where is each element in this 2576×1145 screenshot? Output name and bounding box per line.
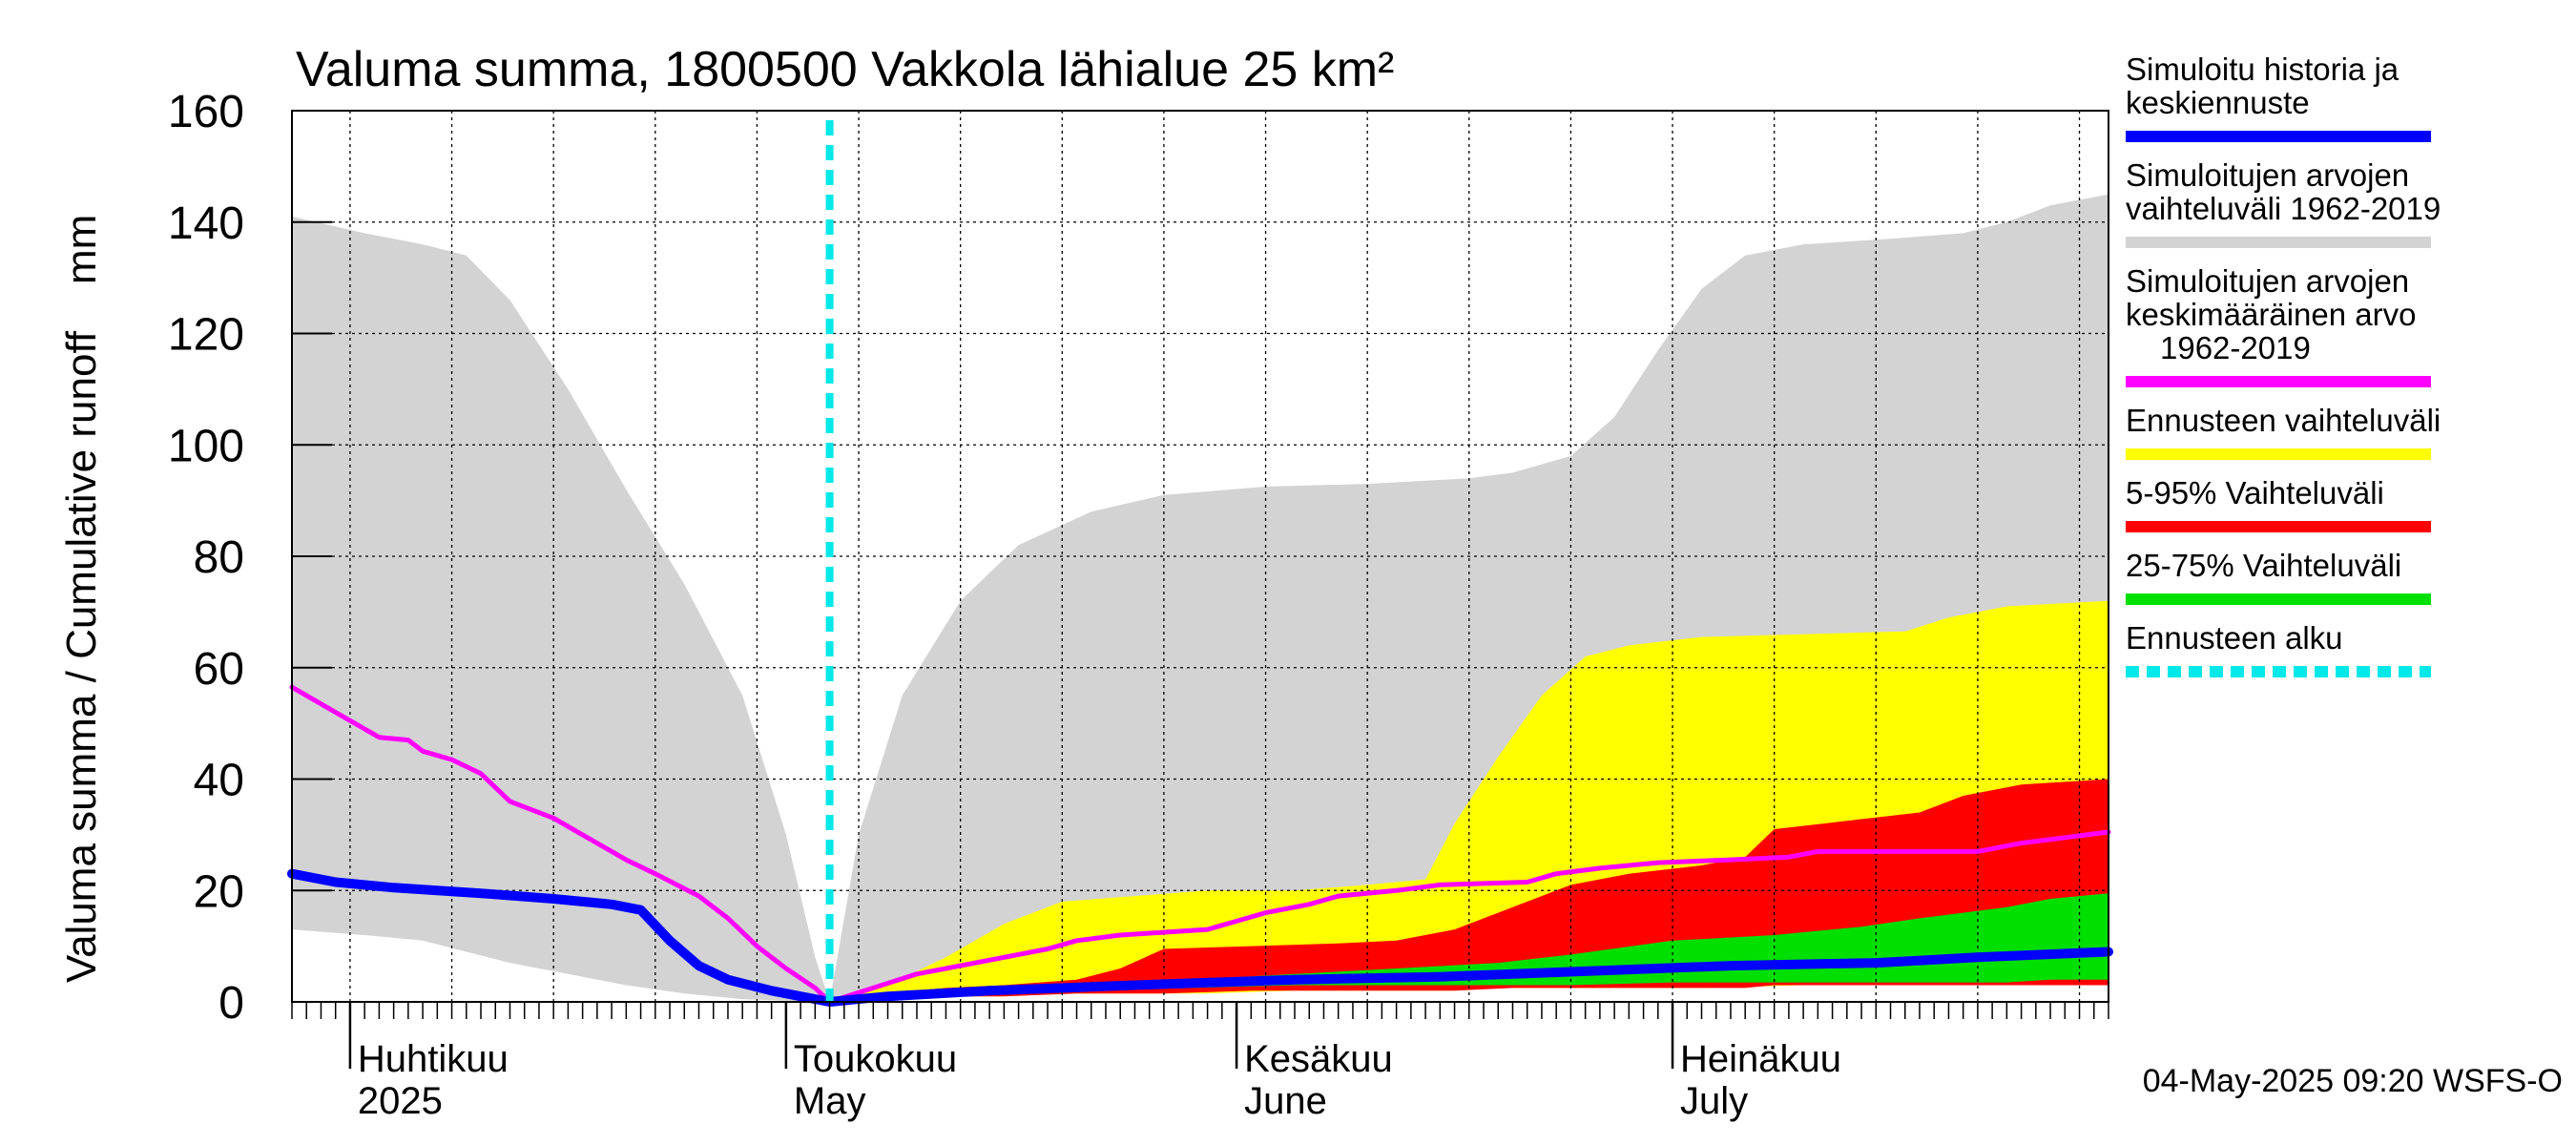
y-tick-label: 120 xyxy=(168,310,244,361)
p25-75-band xyxy=(829,893,2109,1002)
y-tick-label: 60 xyxy=(194,644,244,695)
line-layer xyxy=(287,120,2113,1007)
legend-label: 5-95% Vaihteluväli xyxy=(2126,475,2384,510)
y-tick-label: 40 xyxy=(194,756,244,806)
timestamp: 04-May-2025 09:20 WSFS-O xyxy=(2143,1063,2563,1099)
legend-label: Simuloitujen arvojen xyxy=(2126,157,2409,193)
x-month-sublabel: 2025 xyxy=(358,1080,443,1122)
band-layer xyxy=(292,194,2109,1003)
y-tick-label: 20 xyxy=(194,866,244,917)
x-month-sublabel: July xyxy=(1680,1080,1748,1122)
x-month-label: Kesäkuu xyxy=(1244,1038,1393,1080)
sim-mean-line xyxy=(289,684,2111,1005)
y-axis-label: Valuma summa / Cumulative runoff mm xyxy=(58,215,105,983)
legend-label: 25-75% Vaihteluväli xyxy=(2126,548,2401,583)
chart-title: Valuma summa, 1800500 Vakkola lähialue 2… xyxy=(296,42,1394,97)
legend-label: keskimääräinen arvo xyxy=(2126,297,2416,332)
y-tick-label: 100 xyxy=(168,421,244,471)
legend-label: Simuloitu historia ja xyxy=(2126,52,2399,87)
legend-label: vaihteluväli 1962-2019 xyxy=(2126,191,2441,226)
y-tick-label: 0 xyxy=(218,978,244,1029)
x-month-sublabel: June xyxy=(1244,1080,1327,1122)
legend-label: Simuloitujen arvojen xyxy=(2126,263,2409,299)
y-tick-label: 80 xyxy=(194,532,244,583)
y-tick-label: 160 xyxy=(168,87,244,137)
x-month-label: Toukokuu xyxy=(794,1038,957,1080)
legend-label: keskiennuste xyxy=(2126,85,2310,120)
legend-label: 1962-2019 xyxy=(2160,330,2311,365)
sim-history-line xyxy=(287,868,2113,1007)
x-month-label: Heinäkuu xyxy=(1680,1038,1841,1080)
y-tick-label: 140 xyxy=(168,198,244,249)
legend-label: Ennusteen vaihteluväli xyxy=(2126,403,2441,438)
grid-layer xyxy=(292,111,2109,1002)
x-month-sublabel: May xyxy=(794,1080,866,1122)
legend-label: Ennusteen alku xyxy=(2126,620,2343,656)
x-month-label: Huhtikuu xyxy=(358,1038,509,1080)
